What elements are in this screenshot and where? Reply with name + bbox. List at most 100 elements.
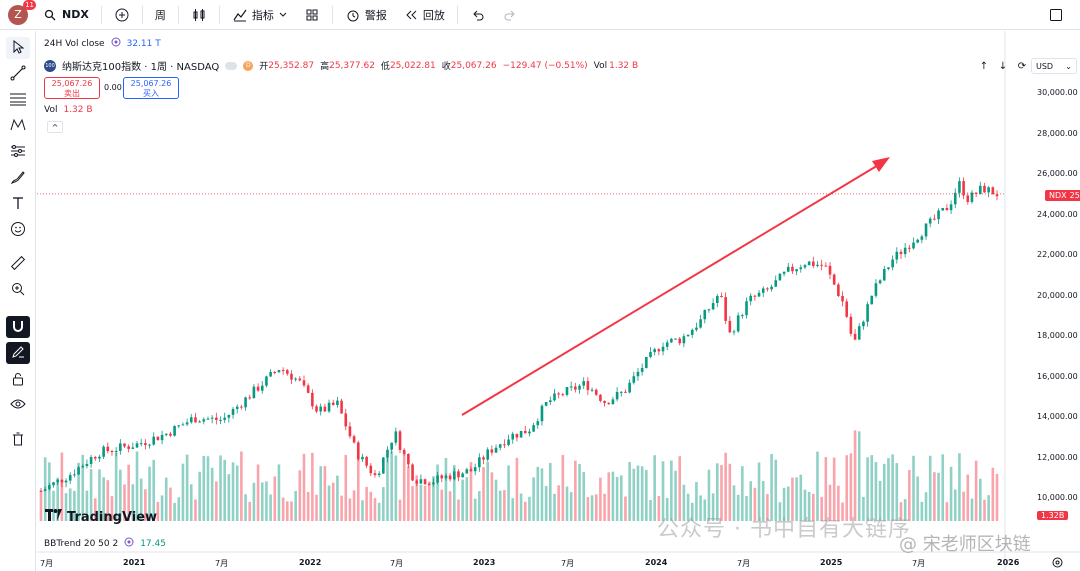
scroll-up-button[interactable]: ↑ bbox=[977, 59, 991, 73]
layout-button[interactable] bbox=[296, 0, 328, 30]
delete-tool[interactable] bbox=[6, 429, 30, 451]
candle-body bbox=[832, 274, 836, 285]
symbol-title[interactable]: 纳斯达克100指数 · 1周 · NASDAQ bbox=[62, 62, 220, 73]
volume-bar bbox=[361, 500, 364, 521]
volume-bar bbox=[665, 498, 669, 521]
cursor-tool[interactable] bbox=[6, 37, 30, 59]
candle-body bbox=[461, 473, 464, 478]
bbtrend-legend: BBTrend 20 50 2 17.45 bbox=[44, 537, 166, 550]
volume-bar bbox=[215, 481, 218, 521]
alert-button[interactable]: 警报 bbox=[337, 0, 395, 30]
candle-body bbox=[845, 301, 849, 317]
tv-logo-icon bbox=[45, 509, 63, 525]
trend-arrow-line bbox=[461, 163, 881, 416]
volume-bar bbox=[845, 455, 849, 521]
candle-body bbox=[269, 372, 272, 377]
text-tool[interactable] bbox=[6, 193, 30, 215]
volume-bar bbox=[340, 495, 343, 521]
magnet-tool[interactable] bbox=[6, 316, 30, 338]
price-tick-label: 14,000.00 bbox=[1037, 412, 1078, 421]
axis-settings-button[interactable] bbox=[1052, 557, 1063, 571]
replay-button[interactable]: 回放 bbox=[395, 0, 453, 30]
auto-scale-button[interactable]: ⟳ bbox=[1015, 59, 1029, 73]
volume-bar bbox=[327, 485, 331, 521]
volume-bar bbox=[615, 476, 619, 521]
sell-button[interactable]: 25,067.26 卖出 bbox=[44, 77, 100, 99]
volume-bar bbox=[469, 462, 473, 521]
volume-bar bbox=[578, 463, 581, 521]
candle-body bbox=[523, 430, 527, 434]
candle-body bbox=[611, 399, 615, 405]
volume-bar bbox=[352, 490, 356, 521]
vol-close-value: 32.11 T bbox=[126, 38, 161, 49]
price-tick-label: 10,000.00 bbox=[1037, 493, 1078, 502]
chart-pane[interactable]: 24H Vol close 32.11 T 100 纳斯达克100指数 · 1周… bbox=[37, 31, 1080, 571]
volume-bar bbox=[119, 469, 122, 521]
volume-bar bbox=[653, 455, 656, 521]
volume-bar bbox=[962, 491, 965, 521]
zoom-tool[interactable] bbox=[6, 279, 30, 301]
volume-bar bbox=[857, 431, 861, 521]
candle-body bbox=[436, 475, 439, 483]
candle-body bbox=[574, 386, 577, 390]
symbol-search-button[interactable]: NDX bbox=[34, 0, 97, 30]
volume-bar bbox=[473, 498, 477, 521]
brush-tool[interactable] bbox=[6, 167, 30, 189]
spread-value: 0.00 bbox=[104, 83, 122, 92]
interval-button[interactable]: 周 bbox=[147, 0, 174, 30]
undo-button[interactable] bbox=[462, 0, 494, 30]
candle-body bbox=[77, 467, 80, 475]
candle-body bbox=[60, 479, 64, 483]
fullscreen-button[interactable] bbox=[1040, 0, 1072, 30]
price-tick-label: 20,000.00 bbox=[1037, 290, 1078, 300]
user-avatar[interactable]: Z 11 bbox=[8, 0, 36, 25]
candle-body bbox=[85, 463, 89, 467]
candle-body bbox=[661, 346, 665, 352]
indicators-button[interactable]: 指标 bbox=[224, 0, 296, 30]
visibility-tool[interactable] bbox=[6, 394, 30, 416]
pencil-lock-icon bbox=[11, 345, 25, 362]
text-icon bbox=[11, 196, 25, 213]
volume-bar bbox=[319, 466, 323, 521]
scroll-down-button[interactable]: ↓ bbox=[996, 59, 1010, 73]
volume-bar bbox=[991, 467, 995, 521]
chart-type-button[interactable] bbox=[183, 0, 215, 30]
gear-icon bbox=[1052, 557, 1063, 571]
candle-body bbox=[628, 382, 631, 393]
price-tick-label: 24,000.00 bbox=[1037, 209, 1078, 219]
trend-arrow-head bbox=[872, 157, 890, 172]
volume-bar bbox=[281, 497, 285, 521]
candle-body bbox=[670, 338, 673, 343]
candle-body bbox=[315, 406, 318, 412]
volume-bar bbox=[916, 476, 919, 521]
collapse-legend-button[interactable]: ^ bbox=[47, 121, 63, 133]
volume-bar bbox=[494, 479, 498, 521]
ruler-tool[interactable] bbox=[6, 253, 30, 275]
candle-body bbox=[578, 385, 581, 390]
candle-body bbox=[636, 371, 640, 377]
candle-body bbox=[256, 386, 260, 391]
trend-line-tool[interactable] bbox=[6, 63, 30, 85]
fib-tool[interactable] bbox=[6, 89, 30, 111]
candle-body bbox=[607, 402, 611, 405]
volume-bar bbox=[219, 455, 222, 521]
arrow-up-icon: ↑ bbox=[979, 60, 989, 72]
compare-button[interactable] bbox=[106, 0, 138, 30]
volume-bar bbox=[728, 463, 732, 521]
forecast-tool[interactable] bbox=[6, 141, 30, 163]
volume-bar bbox=[523, 501, 527, 521]
candle-body bbox=[398, 431, 402, 450]
currency-select[interactable]: USD ⌄ bbox=[1031, 58, 1077, 74]
zoom-in-icon bbox=[11, 282, 25, 299]
candle-body bbox=[674, 338, 677, 340]
redo-button[interactable] bbox=[494, 0, 526, 30]
vol-value: 1.32 B bbox=[609, 60, 639, 71]
emoji-tool[interactable] bbox=[6, 219, 30, 241]
lock-drawing-tool[interactable] bbox=[6, 342, 30, 364]
candle-body bbox=[778, 273, 782, 281]
pattern-tool[interactable] bbox=[6, 115, 30, 137]
buy-button[interactable]: 25,067.26 买入 bbox=[123, 77, 179, 99]
volume-bar bbox=[640, 466, 644, 521]
chart-canvas[interactable] bbox=[37, 31, 1080, 571]
lock-tool[interactable] bbox=[6, 369, 30, 391]
